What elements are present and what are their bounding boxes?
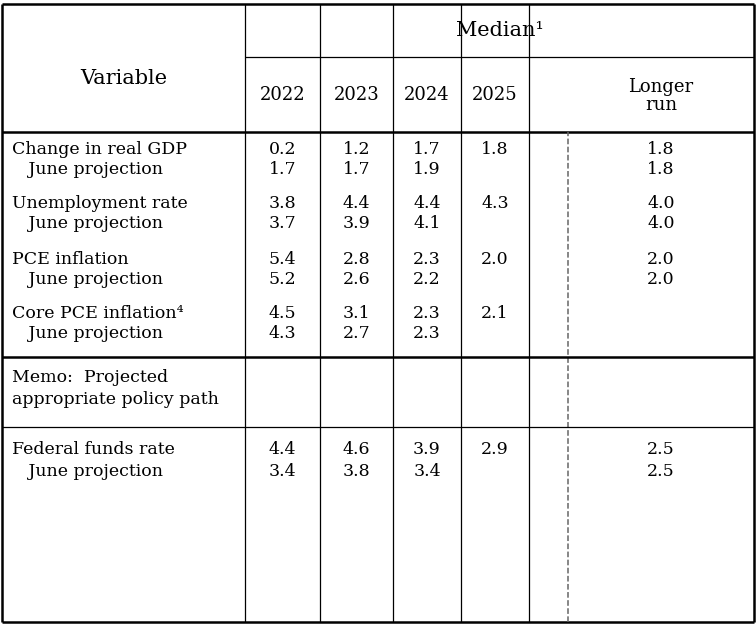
Text: Core PCE inflation⁴: Core PCE inflation⁴ xyxy=(12,306,184,323)
Text: appropriate policy path: appropriate policy path xyxy=(12,391,219,407)
Text: 4.0: 4.0 xyxy=(647,215,675,233)
Text: 1.7: 1.7 xyxy=(268,160,296,177)
Text: 4.1: 4.1 xyxy=(414,215,441,233)
Text: June projection: June projection xyxy=(12,270,163,288)
Text: 3.9: 3.9 xyxy=(342,215,370,233)
Text: Memo:  Projected: Memo: Projected xyxy=(12,369,168,386)
Text: 2024: 2024 xyxy=(404,85,450,104)
Text: 1.7: 1.7 xyxy=(342,160,370,177)
Text: PCE inflation: PCE inflation xyxy=(12,250,129,268)
Text: 2.0: 2.0 xyxy=(647,270,675,288)
Text: June projection: June projection xyxy=(12,160,163,177)
Text: 4.0: 4.0 xyxy=(647,195,675,213)
Text: Unemployment rate: Unemployment rate xyxy=(12,195,187,213)
Text: 1.8: 1.8 xyxy=(647,160,675,177)
Text: 4.6: 4.6 xyxy=(342,441,370,457)
Text: 2023: 2023 xyxy=(333,85,380,104)
Text: 4.5: 4.5 xyxy=(268,306,296,323)
Text: 5.4: 5.4 xyxy=(268,250,296,268)
Text: 2.0: 2.0 xyxy=(481,250,509,268)
Text: 4.4: 4.4 xyxy=(414,195,441,213)
Text: 3.8: 3.8 xyxy=(268,195,296,213)
Text: 2.9: 2.9 xyxy=(481,441,509,457)
Text: 2.3: 2.3 xyxy=(413,306,441,323)
Text: Median¹: Median¹ xyxy=(456,21,544,40)
Text: 4.3: 4.3 xyxy=(481,195,509,213)
Text: 0.2: 0.2 xyxy=(268,140,296,157)
Text: 2.1: 2.1 xyxy=(481,306,509,323)
Text: 1.7: 1.7 xyxy=(414,140,441,157)
Text: 2.5: 2.5 xyxy=(647,462,675,479)
Text: 3.7: 3.7 xyxy=(268,215,296,233)
Text: 3.8: 3.8 xyxy=(342,462,370,479)
Text: Change in real GDP: Change in real GDP xyxy=(12,140,187,157)
Text: 2.0: 2.0 xyxy=(647,250,675,268)
Text: 1.8: 1.8 xyxy=(482,140,509,157)
Text: June projection: June projection xyxy=(12,326,163,343)
Text: 2.3: 2.3 xyxy=(413,326,441,343)
Text: Longer: Longer xyxy=(628,77,693,95)
Text: 2.7: 2.7 xyxy=(342,326,370,343)
Text: 2025: 2025 xyxy=(472,85,518,104)
Text: 2.2: 2.2 xyxy=(413,270,441,288)
Text: 3.1: 3.1 xyxy=(342,306,370,323)
Text: run: run xyxy=(645,95,677,114)
Text: 2.8: 2.8 xyxy=(342,250,370,268)
Text: 2.3: 2.3 xyxy=(413,250,441,268)
Text: Variable: Variable xyxy=(80,69,167,87)
Text: June projection: June projection xyxy=(12,215,163,233)
Text: 3.9: 3.9 xyxy=(413,441,441,457)
Text: 1.2: 1.2 xyxy=(342,140,370,157)
Text: 4.3: 4.3 xyxy=(268,326,296,343)
Text: Federal funds rate: Federal funds rate xyxy=(12,441,175,457)
Text: 3.4: 3.4 xyxy=(268,462,296,479)
Text: 2022: 2022 xyxy=(260,85,305,104)
Text: 2.5: 2.5 xyxy=(647,441,675,457)
Text: 4.4: 4.4 xyxy=(268,441,296,457)
Text: 1.9: 1.9 xyxy=(414,160,441,177)
Text: 4.4: 4.4 xyxy=(342,195,370,213)
Text: 3.4: 3.4 xyxy=(414,462,441,479)
Text: June projection: June projection xyxy=(12,462,163,479)
Text: 2.6: 2.6 xyxy=(342,270,370,288)
Text: 5.2: 5.2 xyxy=(268,270,296,288)
Text: 1.8: 1.8 xyxy=(647,140,675,157)
